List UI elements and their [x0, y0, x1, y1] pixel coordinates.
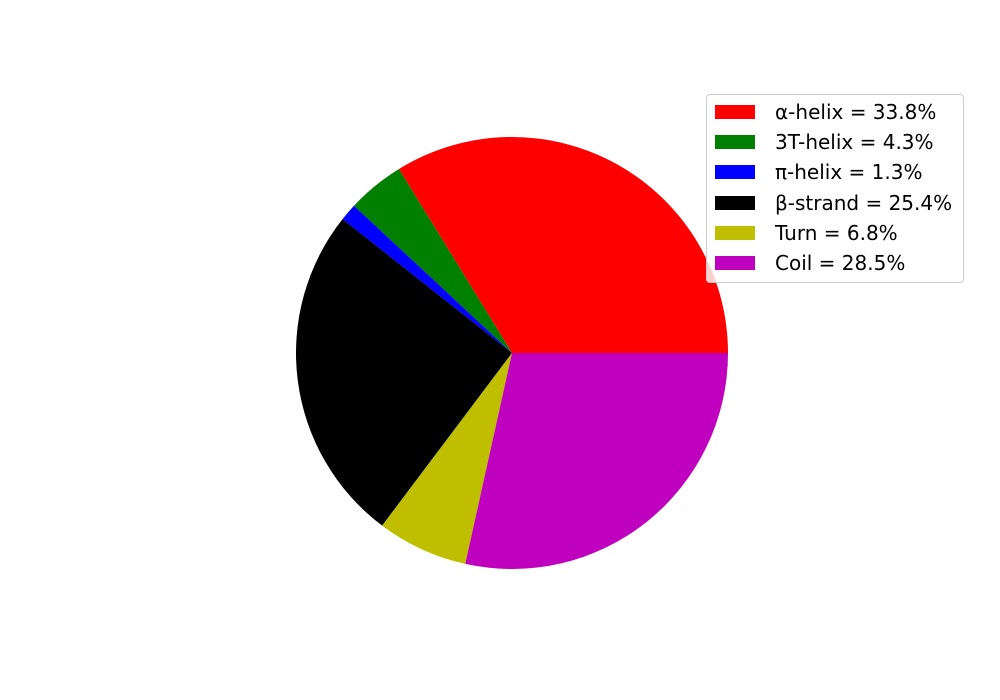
legend-swatch: [715, 225, 755, 240]
legend-label: 3T-helix = 4.3%: [775, 130, 934, 155]
legend-swatch: [715, 105, 755, 120]
legend-swatch: [715, 195, 755, 210]
pie-slice-helix-0: [398, 137, 728, 353]
legend-label: β-strand = 25.4%: [775, 190, 953, 215]
legend-item: π-helix = 1.3%: [707, 157, 963, 187]
legend-swatch: [715, 135, 755, 150]
pie-slices: [296, 137, 728, 569]
legend-swatch: [715, 165, 755, 180]
pie-slice-coil-5: [465, 353, 728, 569]
legend-label: Coil = 28.5%: [775, 251, 906, 276]
pie-slice-turn-4: [382, 353, 512, 564]
legend-item: β-strand = 25.4%: [707, 188, 963, 218]
legend-label: π-helix = 1.3%: [775, 160, 923, 185]
legend-label: Turn = 6.8%: [775, 220, 898, 245]
legend-item: Coil = 28.5%: [707, 248, 963, 278]
pie-slice-3t-helix-1: [353, 168, 512, 353]
legend: α-helix = 33.8% 3T-helix = 4.3% π-helix = …: [706, 94, 964, 284]
pie-slice-helix-2: [342, 205, 512, 353]
legend-item: 3T-helix = 4.3%: [707, 127, 963, 157]
pie-slice-strand-3: [296, 219, 512, 526]
legend-label: α-helix = 33.8%: [775, 100, 937, 125]
legend-swatch: [715, 256, 755, 271]
legend-item: Turn = 6.8%: [707, 218, 963, 248]
legend-item: α-helix = 33.8%: [707, 97, 963, 127]
